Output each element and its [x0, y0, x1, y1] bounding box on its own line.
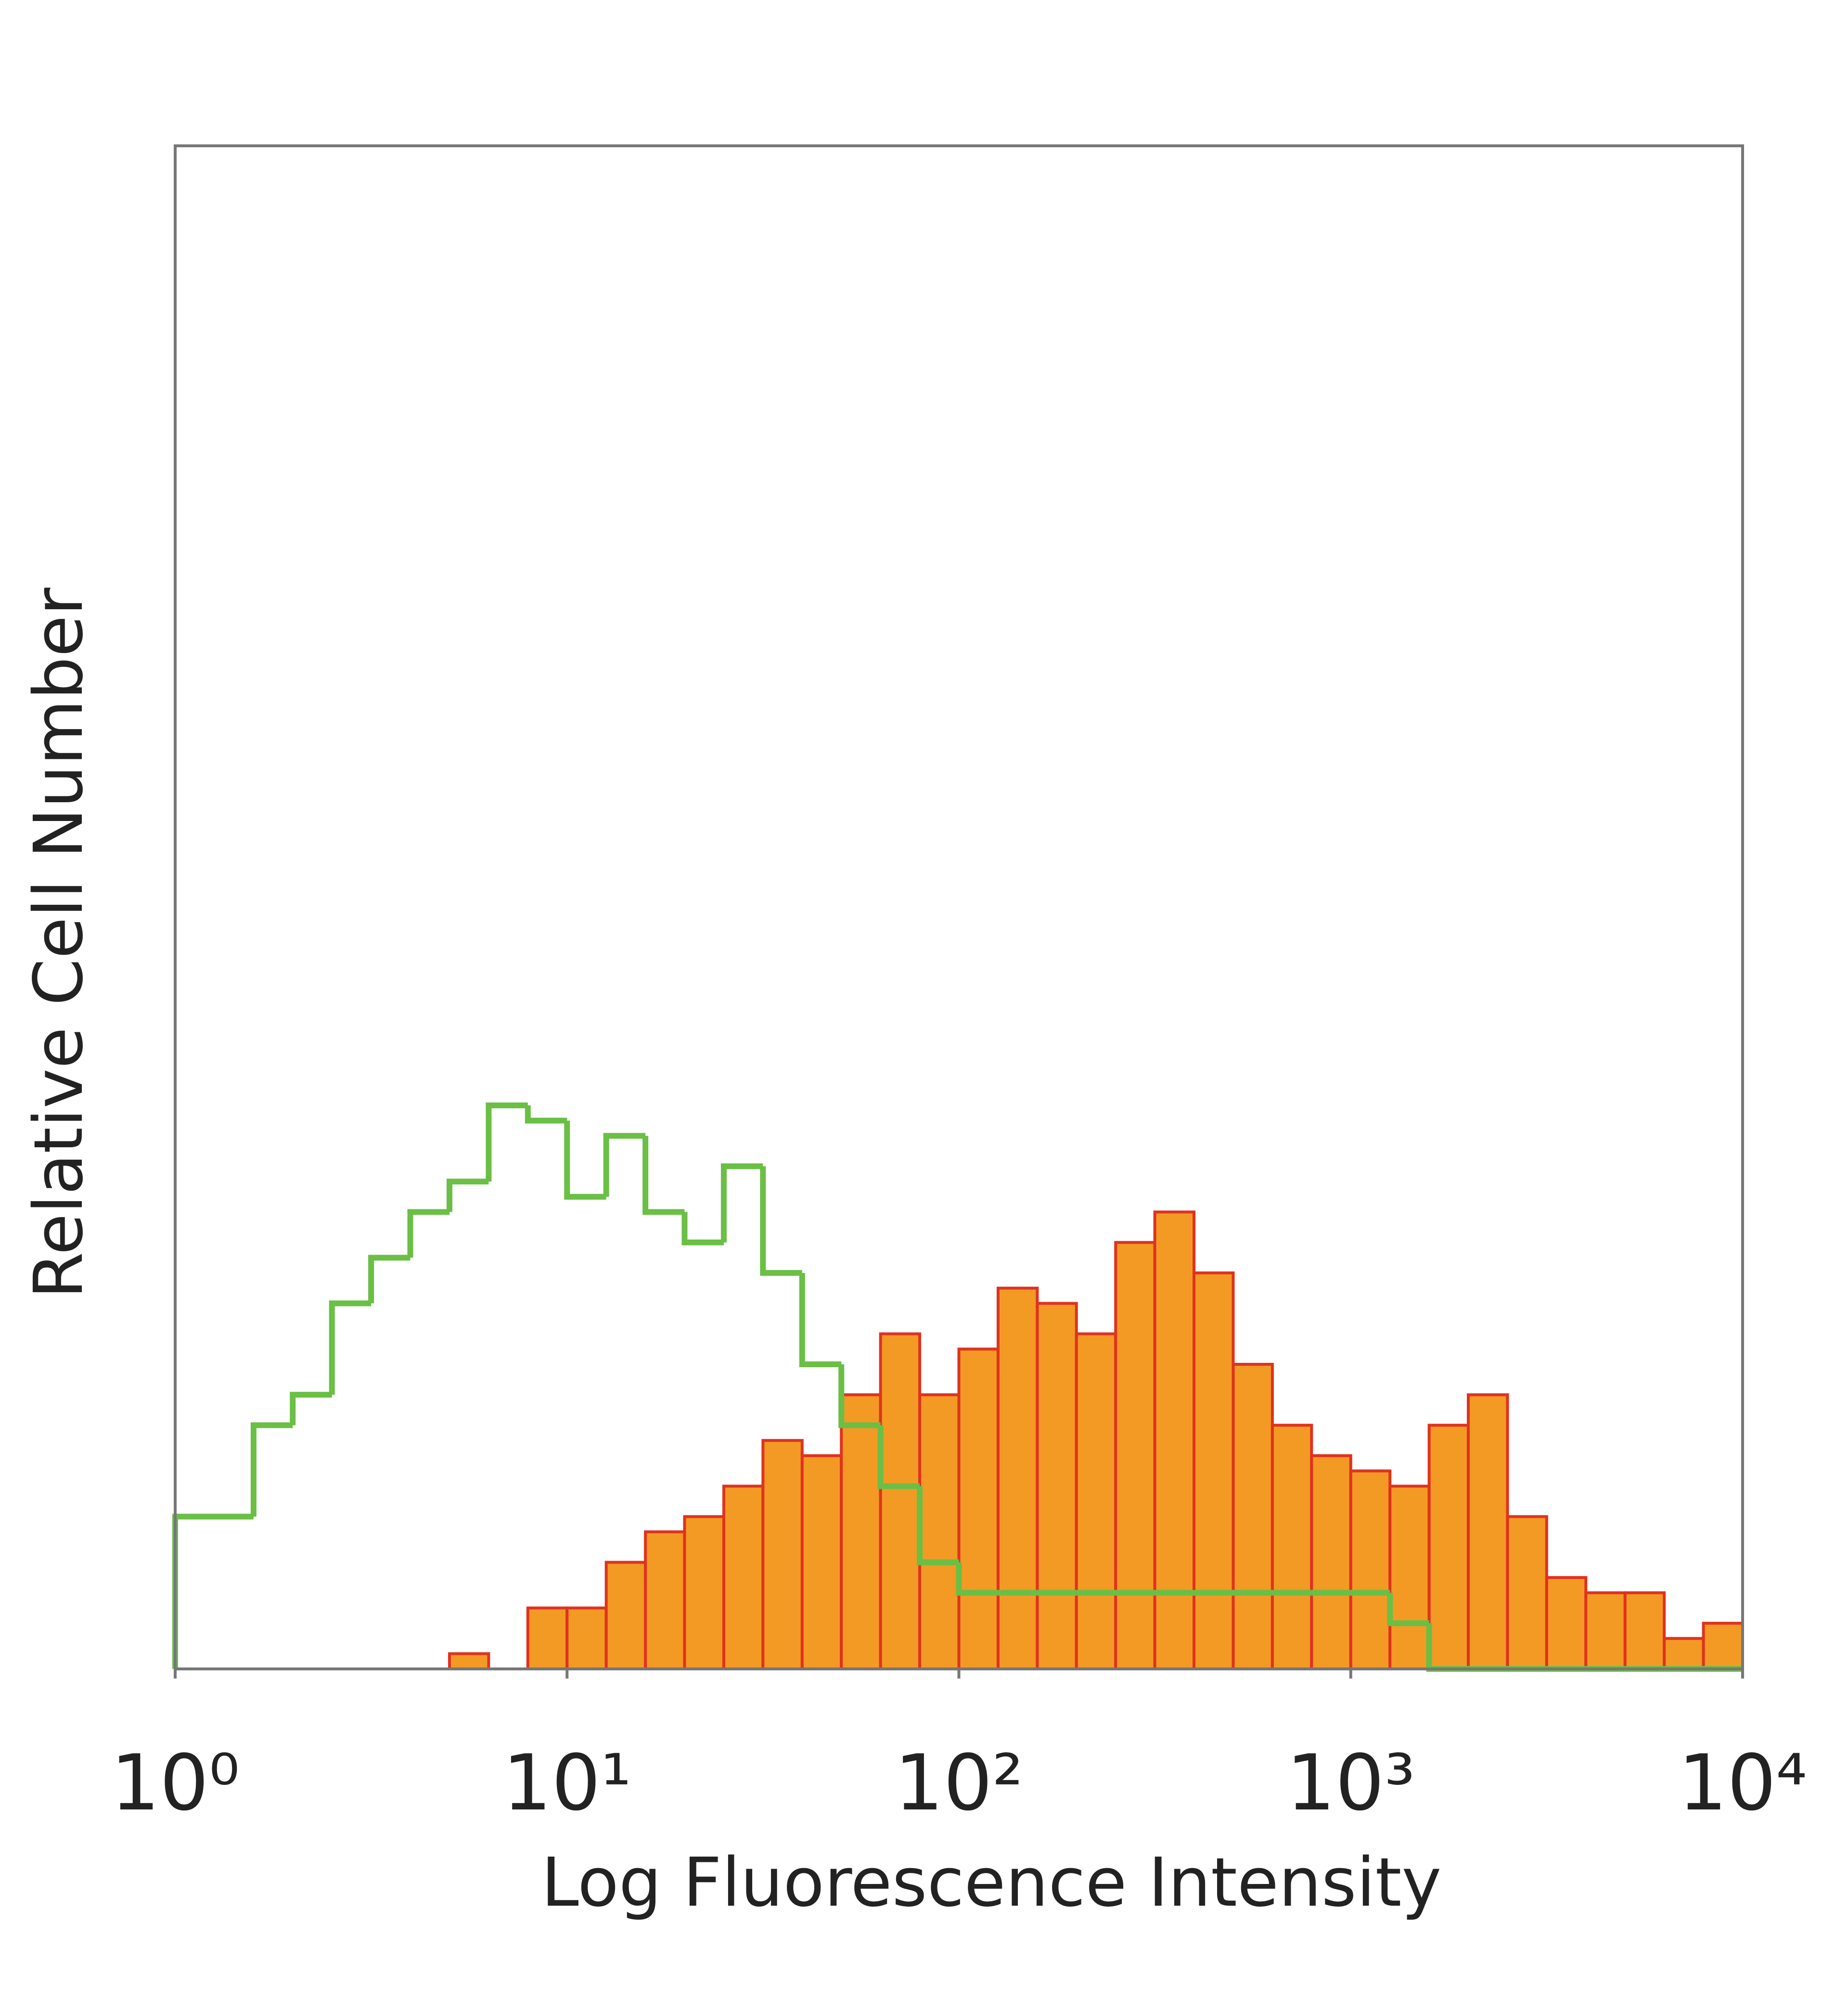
x-tick-label: 10³ — [1286, 1738, 1415, 1828]
bar — [1075, 1332, 1117, 1670]
bar — [1349, 1469, 1392, 1671]
bar — [604, 1561, 647, 1670]
bar — [644, 1530, 686, 1670]
histogram-step — [681, 1212, 724, 1245]
bar — [800, 1454, 843, 1670]
bar — [1193, 1271, 1235, 1671]
histogram-step — [642, 1136, 685, 1215]
bar — [526, 1606, 569, 1670]
x-tick-label: 10¹ — [502, 1738, 631, 1828]
histogram-step — [525, 1105, 567, 1124]
bar — [761, 1439, 804, 1670]
histogram-step — [838, 1364, 881, 1428]
histogram-step — [250, 1422, 293, 1517]
bar — [996, 1286, 1039, 1670]
histogram-step — [290, 1392, 332, 1425]
histogram-step — [368, 1255, 411, 1304]
bar — [1232, 1363, 1274, 1670]
bar — [918, 1393, 961, 1671]
histogram-step — [564, 1120, 606, 1200]
histogram-step — [329, 1300, 372, 1395]
bar — [1427, 1423, 1470, 1671]
x-axis-label: Log Fluorescence Intensity — [541, 1844, 1442, 1922]
histogram-step — [877, 1425, 920, 1489]
bar — [1506, 1515, 1548, 1670]
bar — [1663, 1637, 1705, 1670]
histogram-step — [407, 1209, 449, 1258]
histogram-step — [720, 1163, 763, 1243]
bar — [1270, 1423, 1313, 1671]
x-tick-label: 10⁴ — [1678, 1738, 1807, 1828]
y-axis-label: Relative Cell Number — [20, 588, 98, 1299]
bar — [1310, 1454, 1352, 1670]
bar — [683, 1515, 725, 1670]
bar — [840, 1393, 882, 1671]
bar — [1114, 1241, 1156, 1671]
histogram-step — [172, 1513, 215, 1669]
bar — [1153, 1210, 1196, 1670]
histogram-step — [486, 1102, 528, 1182]
bar — [1584, 1591, 1627, 1670]
bar — [448, 1652, 490, 1671]
histogram-step — [917, 1486, 959, 1565]
x-tick-label: 10² — [895, 1738, 1024, 1828]
bar — [1702, 1622, 1745, 1671]
histogram-step — [956, 1562, 998, 1596]
bar — [722, 1485, 765, 1670]
bar — [1623, 1591, 1666, 1670]
histogram-step — [603, 1133, 646, 1197]
bar — [565, 1606, 608, 1670]
histogram-step — [1387, 1592, 1429, 1627]
histogram-step — [760, 1166, 802, 1276]
bar — [957, 1347, 1000, 1671]
histogram-step — [799, 1273, 842, 1367]
bar — [1545, 1576, 1588, 1671]
histogram-step — [446, 1179, 489, 1212]
bar — [1388, 1485, 1431, 1670]
x-tick-label: 10⁰ — [111, 1738, 240, 1828]
bar — [879, 1332, 922, 1670]
bar — [1466, 1393, 1509, 1671]
bar — [1036, 1302, 1078, 1670]
